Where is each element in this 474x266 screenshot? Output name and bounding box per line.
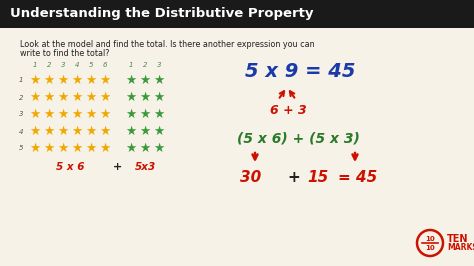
Text: ★: ★ [139, 108, 151, 121]
Text: 1: 1 [129, 62, 133, 68]
Text: ★: ★ [57, 125, 69, 138]
Text: ★: ★ [139, 91, 151, 104]
Text: ★: ★ [85, 74, 97, 87]
Text: TEN: TEN [447, 234, 468, 244]
Text: Look at the model and find the total. Is there another expression you can: Look at the model and find the total. Is… [20, 40, 315, 49]
Text: 2: 2 [47, 62, 51, 68]
Text: ★: ★ [57, 108, 69, 121]
Text: ★: ★ [29, 142, 41, 155]
Text: write to find the total?: write to find the total? [20, 49, 109, 58]
Text: 5x3: 5x3 [134, 162, 155, 172]
Text: 5 x 9 = 45: 5 x 9 = 45 [245, 62, 356, 81]
Text: (5 x 6) + (5 x 3): (5 x 6) + (5 x 3) [237, 132, 360, 146]
Text: 2: 2 [143, 62, 147, 68]
Text: ★: ★ [126, 91, 137, 104]
Text: ★: ★ [139, 142, 151, 155]
Text: ★: ★ [44, 142, 55, 155]
Text: +: + [113, 162, 123, 172]
Text: ★: ★ [44, 108, 55, 121]
Text: 5 x 6: 5 x 6 [56, 162, 84, 172]
Text: 3: 3 [19, 111, 23, 118]
Text: 30: 30 [240, 170, 261, 185]
Text: ★: ★ [29, 74, 41, 87]
Text: ★: ★ [72, 142, 82, 155]
Text: 4: 4 [75, 62, 79, 68]
Text: ★: ★ [85, 125, 97, 138]
Text: 15: 15 [307, 170, 328, 185]
Text: 4: 4 [19, 128, 23, 135]
Text: ★: ★ [44, 74, 55, 87]
Text: ★: ★ [154, 74, 164, 87]
Text: ★: ★ [100, 142, 110, 155]
Text: ★: ★ [29, 125, 41, 138]
Text: ★: ★ [57, 74, 69, 87]
Text: 5: 5 [89, 62, 93, 68]
Text: ★: ★ [57, 91, 69, 104]
Text: 3: 3 [157, 62, 161, 68]
Text: 10: 10 [425, 245, 435, 251]
Text: ★: ★ [100, 108, 110, 121]
Text: ★: ★ [100, 125, 110, 138]
Text: 3: 3 [61, 62, 65, 68]
Text: ★: ★ [72, 108, 82, 121]
Text: ★: ★ [29, 108, 41, 121]
Text: ★: ★ [72, 74, 82, 87]
Text: ★: ★ [72, 125, 82, 138]
Text: ★: ★ [85, 142, 97, 155]
Text: ★: ★ [29, 91, 41, 104]
Text: ★: ★ [100, 74, 110, 87]
Text: 1: 1 [33, 62, 37, 68]
Text: = 45: = 45 [338, 170, 377, 185]
Text: ★: ★ [44, 125, 55, 138]
Text: 6: 6 [103, 62, 107, 68]
Text: 10: 10 [425, 236, 435, 242]
Text: ★: ★ [154, 108, 164, 121]
Text: 6 + 3: 6 + 3 [270, 104, 307, 117]
Text: ★: ★ [85, 91, 97, 104]
Text: ★: ★ [44, 91, 55, 104]
Text: ★: ★ [126, 74, 137, 87]
Text: ★: ★ [72, 91, 82, 104]
Text: ★: ★ [154, 91, 164, 104]
Text: ★: ★ [126, 125, 137, 138]
Text: MARKS: MARKS [447, 243, 474, 252]
Text: ★: ★ [126, 142, 137, 155]
Text: ★: ★ [85, 108, 97, 121]
Text: ★: ★ [126, 108, 137, 121]
Text: ★: ★ [57, 142, 69, 155]
FancyBboxPatch shape [0, 0, 474, 28]
Text: +: + [287, 170, 300, 185]
Text: ★: ★ [154, 142, 164, 155]
Text: ★: ★ [100, 91, 110, 104]
Text: 2: 2 [19, 94, 23, 101]
Text: 5: 5 [19, 146, 23, 152]
Text: Understanding the Distributive Property: Understanding the Distributive Property [10, 7, 313, 20]
Text: ★: ★ [139, 74, 151, 87]
Text: ★: ★ [154, 125, 164, 138]
Text: ★: ★ [139, 125, 151, 138]
Text: 1: 1 [19, 77, 23, 84]
